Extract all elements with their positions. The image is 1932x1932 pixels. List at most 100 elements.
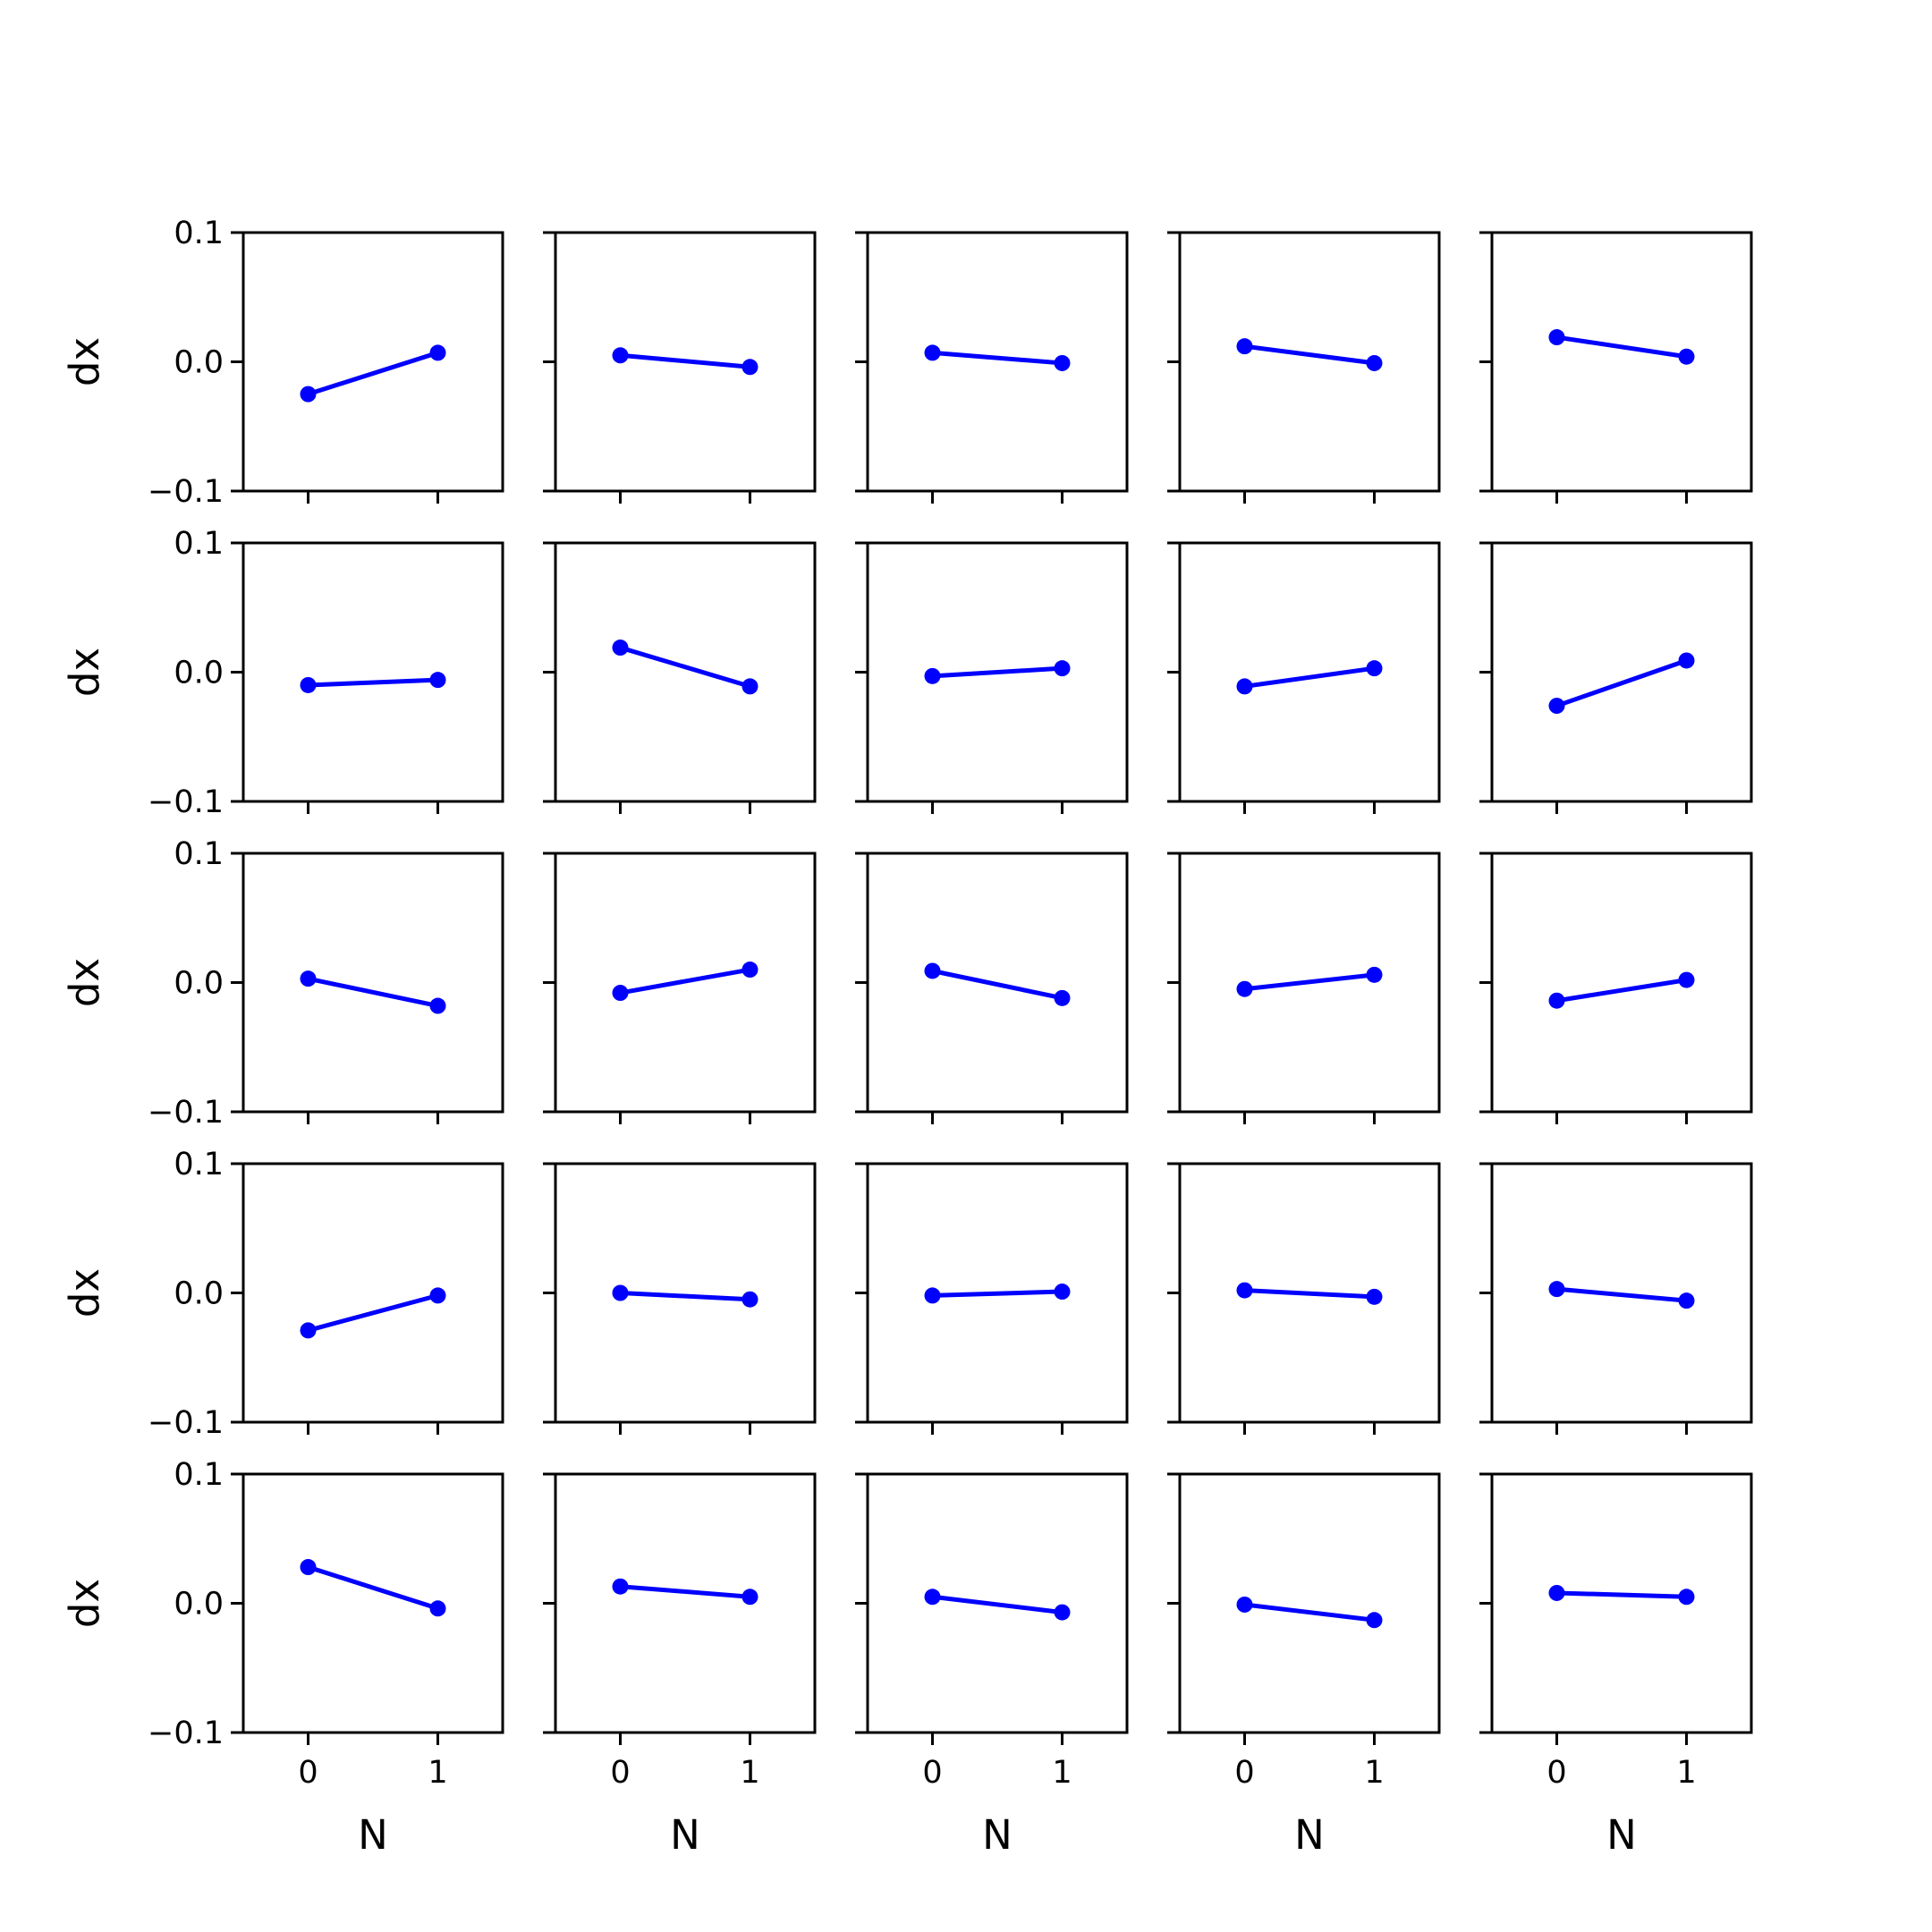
data-point bbox=[1678, 971, 1695, 988]
x-tick-label: 0 bbox=[298, 1755, 318, 1791]
data-point bbox=[612, 347, 629, 364]
panel-r4-c1: 0.1 0.0 −0.1 dx bbox=[61, 1147, 504, 1441]
y-tick-label: 0.1 bbox=[174, 1457, 224, 1493]
series-line bbox=[930, 665, 1064, 679]
y-axis-label: dx bbox=[61, 648, 108, 697]
y-tick-label: 0.0 bbox=[174, 345, 224, 381]
data-point bbox=[924, 962, 941, 979]
data-point bbox=[429, 1287, 446, 1304]
series-line bbox=[618, 352, 752, 369]
data-point bbox=[1678, 1292, 1695, 1309]
data-point bbox=[612, 640, 629, 657]
panel-frame bbox=[1490, 852, 1753, 1114]
data-point bbox=[1366, 354, 1383, 371]
y-axis-label: dx bbox=[61, 1579, 108, 1628]
series-line bbox=[618, 645, 752, 689]
panel-r5-c3: 0 1 N bbox=[855, 1472, 1129, 1859]
data-point bbox=[300, 1322, 317, 1339]
data-point bbox=[1548, 1584, 1565, 1601]
x-tick-label: 1 bbox=[1364, 1755, 1384, 1791]
series-line bbox=[618, 967, 752, 996]
panel-frame bbox=[866, 231, 1129, 493]
data-point bbox=[1366, 1288, 1383, 1305]
panel-r2-c4 bbox=[1167, 541, 1441, 814]
data-point bbox=[300, 1559, 317, 1576]
series-line bbox=[930, 968, 1064, 1001]
panel-frame bbox=[554, 541, 817, 803]
data-point bbox=[1236, 338, 1253, 355]
panel-r2-c3 bbox=[855, 541, 1129, 814]
x-axis-label: N bbox=[358, 1811, 388, 1859]
panel-frame bbox=[554, 1162, 817, 1424]
panel-r4-c5 bbox=[1479, 1162, 1753, 1435]
panel-r2-c5 bbox=[1479, 541, 1753, 814]
panel-r4-c2 bbox=[543, 1162, 817, 1435]
data-point bbox=[300, 970, 317, 987]
panel-frame bbox=[554, 231, 817, 493]
data-point bbox=[1236, 1282, 1253, 1299]
panel-r1-c4 bbox=[1167, 231, 1441, 504]
data-point bbox=[1236, 1596, 1253, 1613]
x-tick-label: 0 bbox=[1234, 1755, 1254, 1791]
y-axis-label: dx bbox=[61, 337, 108, 386]
series-line bbox=[306, 1292, 440, 1333]
series-line bbox=[1242, 343, 1377, 366]
x-tick-label: 1 bbox=[1676, 1755, 1696, 1791]
panel-r3-c1: 0.1 0.0 −0.1 dx bbox=[61, 836, 504, 1131]
data-point bbox=[429, 344, 446, 361]
data-point bbox=[1548, 992, 1565, 1009]
panel-r3-c3 bbox=[855, 852, 1129, 1124]
panel-r4-c3 bbox=[855, 1162, 1129, 1435]
data-point bbox=[741, 962, 758, 979]
data-point bbox=[741, 1589, 758, 1606]
data-point bbox=[924, 1287, 941, 1304]
data-point bbox=[741, 359, 758, 376]
data-point bbox=[612, 985, 629, 1002]
data-point bbox=[300, 386, 317, 402]
series-line bbox=[306, 350, 440, 397]
x-tick-label: 0 bbox=[610, 1755, 630, 1791]
panel-frame bbox=[242, 1162, 504, 1424]
panel-frame bbox=[1490, 231, 1753, 493]
y-tick-label: −0.1 bbox=[148, 1716, 224, 1751]
series-line bbox=[1555, 1590, 1689, 1599]
panel-r3-c2 bbox=[543, 852, 817, 1124]
data-point bbox=[741, 1291, 758, 1308]
series-line bbox=[1555, 657, 1689, 708]
x-tick-label: 1 bbox=[740, 1755, 759, 1791]
data-point bbox=[1054, 660, 1071, 677]
data-point bbox=[1548, 1281, 1565, 1298]
panel-frame bbox=[1178, 541, 1441, 803]
y-tick-label: 0.1 bbox=[174, 526, 224, 562]
panel-r1-c5 bbox=[1479, 231, 1753, 504]
series-line bbox=[1242, 665, 1377, 689]
y-tick-label: −0.1 bbox=[148, 1405, 224, 1441]
y-axis-label: dx bbox=[61, 1268, 108, 1318]
panel-frame bbox=[242, 852, 504, 1114]
panel-r5-c1: 0.1 0.0 −0.1 0 1 dx N bbox=[61, 1457, 504, 1859]
y-tick-label: −0.1 bbox=[148, 474, 224, 510]
data-point bbox=[1054, 1604, 1071, 1621]
series-line bbox=[1555, 1286, 1689, 1303]
data-point bbox=[1366, 966, 1383, 983]
y-tick-label: 0.1 bbox=[174, 216, 224, 251]
x-tick-label: 1 bbox=[1052, 1755, 1072, 1791]
series-line bbox=[1242, 972, 1377, 992]
panel-r1-c3 bbox=[855, 231, 1129, 504]
data-point bbox=[1548, 329, 1565, 346]
series-line bbox=[306, 1564, 440, 1611]
panel-frame bbox=[1490, 541, 1753, 803]
x-axis-label: N bbox=[982, 1811, 1013, 1859]
data-point bbox=[924, 667, 941, 684]
x-axis-label: N bbox=[1294, 1811, 1325, 1859]
data-point bbox=[1366, 1612, 1383, 1629]
series-line bbox=[930, 350, 1064, 366]
data-point bbox=[1054, 354, 1071, 371]
y-tick-label: −0.1 bbox=[148, 1095, 224, 1131]
panel-r1-c1: 0.1 0.0 −0.1 dx bbox=[61, 216, 504, 510]
panel-r1-c2 bbox=[543, 231, 817, 504]
data-point bbox=[1548, 698, 1565, 715]
series-line bbox=[1242, 1288, 1377, 1300]
panel-frame bbox=[242, 541, 504, 803]
panel-frame bbox=[1178, 1472, 1441, 1734]
